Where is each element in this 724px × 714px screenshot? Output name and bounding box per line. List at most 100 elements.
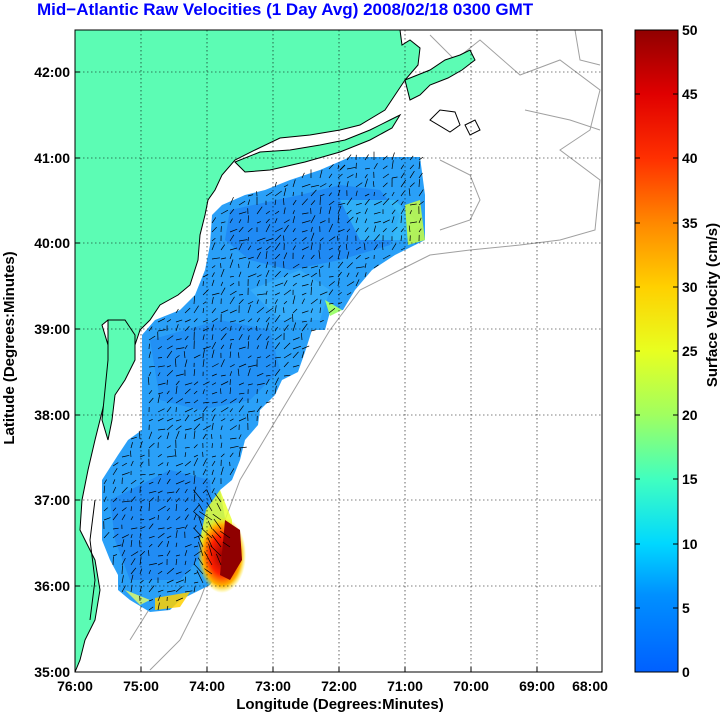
velocity-vector bbox=[112, 533, 119, 539]
velocity-vector bbox=[408, 225, 411, 233]
velocity-vector bbox=[139, 506, 143, 512]
velocity-vector bbox=[346, 209, 352, 215]
velocity-vector bbox=[328, 289, 334, 296]
velocity-vector bbox=[211, 334, 214, 341]
velocity-vector bbox=[103, 517, 111, 521]
velocity-vector bbox=[121, 507, 127, 512]
velocity-vector bbox=[364, 154, 369, 161]
velocity-vector bbox=[310, 215, 316, 224]
coastline-details bbox=[89, 109, 481, 621]
velocity-vector bbox=[310, 308, 313, 314]
velocity-vector bbox=[382, 254, 391, 260]
velocity-vector bbox=[382, 192, 387, 197]
velocity-vector bbox=[211, 455, 216, 458]
velocity-vector bbox=[292, 210, 295, 215]
velocity-vector bbox=[292, 199, 297, 206]
velocity-vector bbox=[328, 183, 333, 188]
velocity-vector bbox=[166, 319, 172, 323]
velocity-vector bbox=[103, 485, 106, 494]
velocity-vector bbox=[166, 417, 174, 422]
velocity-vector bbox=[238, 448, 241, 458]
velocity-vector bbox=[193, 369, 196, 377]
velocity-vector bbox=[400, 201, 404, 206]
velocity-vector bbox=[121, 549, 126, 557]
velocity-vector bbox=[337, 292, 342, 296]
velocity-vector bbox=[238, 239, 248, 242]
velocity-vector bbox=[274, 190, 282, 197]
velocity-vector bbox=[166, 335, 174, 341]
velocity-vector bbox=[292, 308, 298, 314]
lat-tick-label: 41:00 bbox=[34, 150, 70, 166]
velocity-vector bbox=[229, 282, 235, 287]
velocity-vector bbox=[283, 197, 285, 206]
velocity-vector bbox=[229, 437, 237, 440]
lon-tick-label: 74:00 bbox=[189, 678, 225, 694]
velocity-vector bbox=[256, 356, 262, 359]
velocity-vector bbox=[130, 567, 137, 575]
velocity-vector bbox=[238, 319, 245, 323]
velocity-vector bbox=[211, 257, 220, 260]
velocity-vector bbox=[193, 399, 199, 404]
velocity-vector bbox=[292, 322, 297, 332]
velocity-vector bbox=[193, 354, 201, 359]
colorbar-tick-label: 10 bbox=[682, 536, 698, 552]
velocity-vector bbox=[274, 368, 281, 377]
velocity-vector bbox=[355, 202, 362, 206]
velocity-vector bbox=[148, 606, 154, 611]
velocity-vector bbox=[166, 345, 173, 350]
velocity-vector bbox=[198, 503, 204, 512]
lon-tick-label: 69:00 bbox=[519, 678, 555, 694]
velocity-vector bbox=[130, 496, 136, 503]
velocity-vector bbox=[319, 319, 324, 323]
lat-tick-label: 40:00 bbox=[34, 235, 70, 251]
velocity-vector bbox=[372, 181, 375, 188]
velocity-vector bbox=[328, 223, 334, 233]
velocity-vector bbox=[238, 405, 244, 413]
velocity-vector bbox=[373, 191, 375, 197]
velocity-vector bbox=[130, 479, 137, 485]
velocity-vector bbox=[310, 200, 316, 206]
x-axis-label: Longitude (Degrees:Minutes) bbox=[236, 696, 444, 713]
velocity-vector bbox=[148, 481, 154, 485]
velocity-vector bbox=[211, 434, 213, 440]
velocity-vector bbox=[229, 387, 232, 395]
velocity-vector bbox=[292, 237, 297, 242]
velocity-vector bbox=[157, 318, 166, 323]
velocity-vector bbox=[238, 392, 245, 395]
velocity-vector bbox=[274, 292, 281, 296]
lat-tick-label: 39:00 bbox=[34, 321, 70, 337]
velocity-vector bbox=[265, 224, 271, 233]
velocity-vector bbox=[130, 436, 137, 440]
velocity-vector bbox=[418, 172, 423, 179]
velocity-vector bbox=[256, 405, 262, 413]
colorbar-tick-label: 45 bbox=[682, 86, 698, 102]
velocity-vector bbox=[202, 327, 209, 332]
velocity-vector bbox=[274, 218, 278, 224]
velocity-vector bbox=[346, 272, 350, 278]
velocity-vector bbox=[301, 220, 311, 224]
velocity-vector bbox=[355, 279, 360, 287]
velocity-vector bbox=[265, 307, 274, 314]
velocity-vector bbox=[211, 373, 217, 377]
velocity-vector bbox=[265, 218, 270, 224]
velocity-vector bbox=[220, 530, 231, 539]
velocity-vector bbox=[202, 401, 210, 404]
velocity-vector bbox=[400, 179, 406, 188]
velocity-vector bbox=[238, 326, 242, 332]
velocity-vector bbox=[211, 324, 215, 332]
velocity-vector bbox=[292, 345, 302, 350]
velocity-vector bbox=[328, 308, 336, 314]
velocity-vector bbox=[166, 491, 175, 494]
velocity-vector bbox=[247, 261, 250, 269]
velocity-vector bbox=[283, 307, 285, 314]
velocity-vector bbox=[274, 234, 282, 242]
velocity-vector bbox=[382, 155, 388, 161]
velocity-vector bbox=[274, 253, 281, 260]
velocity-vector bbox=[301, 298, 305, 305]
velocity-vector bbox=[211, 226, 217, 233]
lon-tick-label: 70:00 bbox=[453, 678, 489, 694]
velocity-vector bbox=[184, 544, 192, 548]
velocity-vector bbox=[112, 554, 118, 557]
velocity-vector bbox=[166, 605, 169, 611]
velocity-vector bbox=[112, 486, 117, 494]
